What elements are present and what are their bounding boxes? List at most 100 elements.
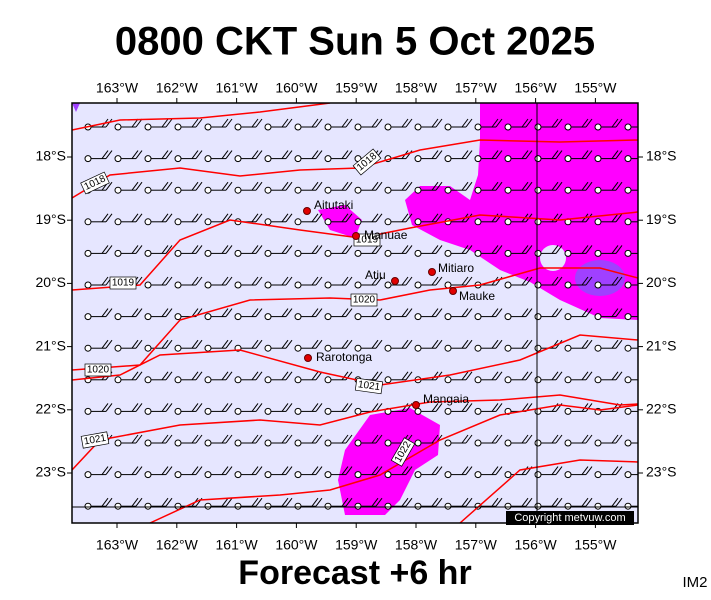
barb-station bbox=[474, 155, 482, 163]
barb-station bbox=[474, 407, 482, 415]
barb-feather bbox=[551, 371, 559, 381]
barb-feather bbox=[555, 245, 563, 254]
barb-feather bbox=[251, 245, 259, 254]
isobar-label-box bbox=[80, 171, 110, 195]
barb-station bbox=[414, 218, 422, 226]
barb-feather bbox=[281, 181, 289, 191]
barb-feather bbox=[646, 182, 652, 190]
barb-station bbox=[534, 155, 542, 163]
dry-hole bbox=[540, 245, 566, 271]
barb-station bbox=[624, 344, 632, 352]
barb-station bbox=[204, 407, 212, 415]
barb-station bbox=[204, 281, 212, 289]
barb-feather bbox=[345, 181, 353, 191]
barb-feather bbox=[285, 181, 293, 191]
barb-feather bbox=[221, 150, 229, 159]
longitude-label: 155°W bbox=[574, 80, 617, 96]
barb-feather bbox=[491, 497, 499, 507]
island-name: Atiu bbox=[365, 268, 386, 282]
barb-feather bbox=[401, 403, 409, 412]
barb-feather bbox=[585, 466, 593, 475]
barb-station bbox=[534, 502, 542, 510]
barb-station bbox=[144, 155, 152, 163]
barb-feather bbox=[311, 150, 319, 159]
barb-feather bbox=[555, 371, 563, 381]
barb-station bbox=[114, 123, 122, 131]
barb-station bbox=[594, 344, 602, 352]
corner-label: IM2 bbox=[682, 574, 707, 591]
barb-feather bbox=[521, 403, 529, 412]
barb-station bbox=[174, 502, 182, 510]
longitude-label: 159°W bbox=[335, 537, 378, 553]
barb-station bbox=[264, 123, 272, 131]
barb-feather bbox=[191, 466, 199, 475]
barb-station bbox=[264, 376, 272, 384]
barb-feather bbox=[585, 276, 593, 286]
barb-feather bbox=[101, 213, 109, 223]
barb-feather bbox=[525, 276, 533, 286]
barb-station bbox=[534, 218, 542, 226]
barb-feather bbox=[461, 371, 469, 381]
barb-feather bbox=[221, 276, 229, 286]
barb-feather bbox=[585, 118, 593, 128]
barb-feather bbox=[191, 308, 199, 317]
barb-feather bbox=[135, 118, 143, 128]
barb-feather bbox=[131, 434, 139, 444]
barb-feather bbox=[131, 181, 139, 191]
barb-feather bbox=[341, 150, 349, 159]
barb-station bbox=[474, 313, 482, 321]
barb-feather bbox=[642, 245, 648, 253]
barb-station bbox=[354, 123, 362, 131]
barb-station bbox=[84, 155, 92, 163]
barb-station bbox=[234, 376, 242, 384]
longitude-label: 156°W bbox=[515, 80, 558, 96]
barb-feather bbox=[345, 403, 353, 412]
barb-feather bbox=[281, 371, 289, 381]
barb-feather bbox=[431, 497, 439, 507]
barb-feather bbox=[375, 181, 383, 191]
barb-station bbox=[384, 218, 392, 226]
barb-feather bbox=[101, 339, 109, 349]
latitude-label: 23°S bbox=[646, 464, 677, 480]
barb-feather bbox=[221, 245, 229, 254]
barb-feather bbox=[161, 118, 169, 128]
barb-station bbox=[624, 313, 632, 321]
island-dot bbox=[303, 207, 311, 215]
barb-station bbox=[534, 281, 542, 289]
barb-feather bbox=[105, 213, 113, 223]
barb-station bbox=[444, 249, 452, 257]
barb-station bbox=[564, 344, 572, 352]
barb-feather bbox=[195, 213, 203, 223]
barb-feather bbox=[555, 466, 563, 475]
barb-feather bbox=[405, 466, 413, 475]
barb-station bbox=[354, 344, 362, 352]
barb-feather bbox=[225, 118, 233, 128]
barb-feather bbox=[401, 213, 409, 223]
barb-station bbox=[594, 218, 602, 226]
barb-station bbox=[504, 218, 512, 226]
barb-feather bbox=[495, 181, 503, 191]
barb-feather bbox=[491, 181, 499, 191]
barb-feather bbox=[405, 118, 413, 128]
barb-feather bbox=[615, 276, 623, 286]
barb-feather bbox=[255, 118, 263, 128]
barb-feather bbox=[521, 371, 529, 381]
barb-feather bbox=[615, 371, 623, 381]
barb-feather bbox=[131, 245, 139, 254]
barb-feather bbox=[191, 371, 199, 381]
barb-feather bbox=[491, 118, 499, 128]
barb-station bbox=[114, 186, 122, 194]
barb-station bbox=[624, 186, 632, 194]
barb-feather bbox=[255, 403, 263, 412]
barb-station bbox=[444, 155, 452, 163]
barb-feather bbox=[311, 308, 319, 317]
longitude-label: 160°W bbox=[275, 537, 318, 553]
barb-feather bbox=[281, 150, 289, 159]
barb-feather bbox=[642, 182, 648, 190]
barb-feather bbox=[311, 371, 319, 381]
barb-feather bbox=[371, 245, 379, 254]
barb-station bbox=[264, 186, 272, 194]
barb-station bbox=[504, 313, 512, 321]
barb-feather bbox=[521, 497, 529, 507]
barb-feather bbox=[465, 466, 473, 475]
